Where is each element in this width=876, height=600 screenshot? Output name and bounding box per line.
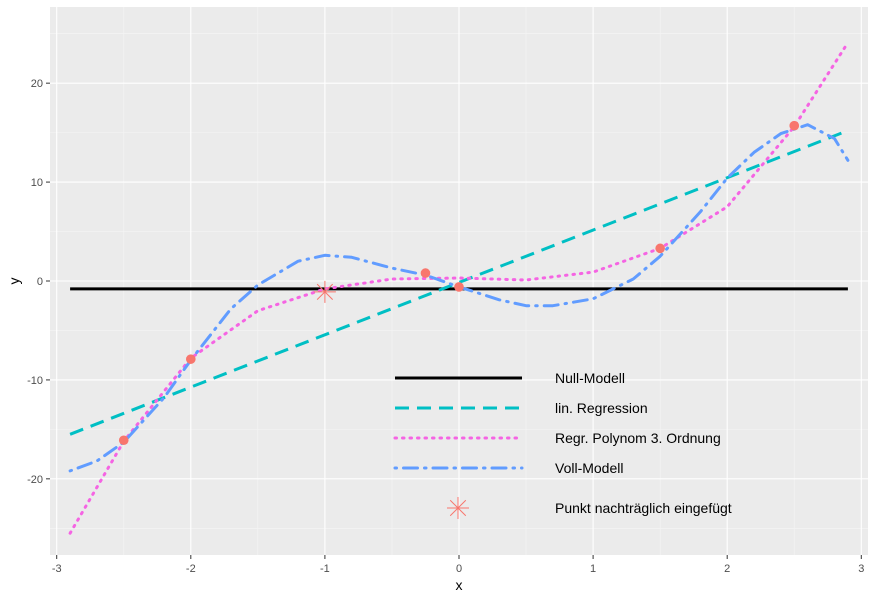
- legend-label: Null-Modell: [555, 370, 625, 386]
- x-tick-label: 2: [724, 563, 730, 575]
- x-tick-label: 3: [858, 563, 864, 575]
- added-point: [313, 280, 336, 303]
- asterisk-stroke: [316, 283, 334, 301]
- y-tick-label: 10: [31, 177, 43, 189]
- x-tick-label: -2: [186, 563, 196, 575]
- data-point: [789, 120, 800, 131]
- data-point: [655, 243, 665, 254]
- series-line-4: [68, 123, 850, 473]
- y-tick-label: -10: [27, 375, 43, 387]
- data-point: [118, 435, 129, 446]
- legend-label: lin. Regression: [555, 400, 648, 416]
- points-layer: [118, 120, 800, 446]
- legend-key-added-point: [447, 497, 469, 519]
- legend-label: Voll-Modell: [555, 460, 623, 476]
- x-axis-title: x: [456, 577, 463, 593]
- legend-label: Punkt nachträglich eingefügt: [555, 500, 732, 516]
- asterisk-stroke: [449, 499, 467, 517]
- data-point: [186, 354, 196, 364]
- data-point: [454, 282, 464, 292]
- x-axis: -3 -2 -1 0 1 2 3: [52, 555, 864, 575]
- x-tick-label: -3: [52, 563, 62, 575]
- y-tick-label: 0: [37, 276, 43, 288]
- x-tick-label: 1: [590, 563, 596, 575]
- y-tick-label: 20: [31, 78, 43, 90]
- data-point: [420, 268, 431, 278]
- y-tick-label: -20: [27, 474, 43, 486]
- x-tick-label: -1: [320, 563, 330, 575]
- legend-label: Regr. Polynom 3. Ordnung: [555, 430, 721, 446]
- series-line-2: [69, 129, 849, 436]
- y-axis-title: y: [6, 278, 22, 285]
- legend: Null-Modell lin. Regression Regr. Polynom …: [393, 370, 732, 519]
- x-tick-label: 0: [456, 563, 462, 575]
- y-axis: -20 -10 0 10 20: [27, 78, 50, 486]
